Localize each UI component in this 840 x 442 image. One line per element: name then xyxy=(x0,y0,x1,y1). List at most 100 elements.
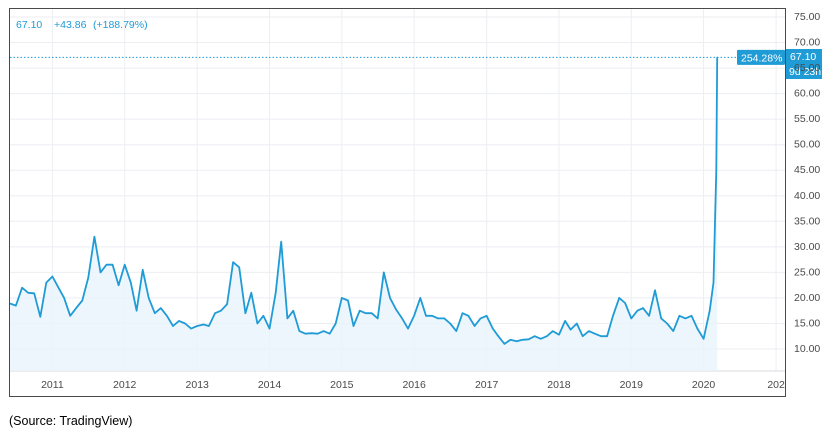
area-fill xyxy=(10,57,718,372)
y-axis: 10.00 15.00 20.00 25.00 30.00 35.00 40.00 45.00… xyxy=(794,11,820,355)
data-point xyxy=(21,287,23,289)
data-point xyxy=(93,236,95,238)
y-tick-label: 55.00 xyxy=(794,113,820,125)
data-point xyxy=(15,305,17,307)
data-point xyxy=(582,335,584,337)
data-point xyxy=(39,316,41,318)
data-point xyxy=(148,297,150,299)
data-point xyxy=(256,322,258,325)
data-point xyxy=(75,307,77,309)
percent-badge xyxy=(737,49,785,65)
percent-badge-label: 254.28% xyxy=(741,52,782,64)
data-point xyxy=(474,325,476,327)
data-point xyxy=(712,282,715,284)
data-point xyxy=(425,315,427,317)
data-point xyxy=(437,317,439,319)
data-point xyxy=(371,312,373,314)
y-tick-label: 60.00 xyxy=(794,88,820,100)
data-point xyxy=(558,334,560,336)
price-badges: 254.28% xyxy=(737,49,785,65)
data-point xyxy=(509,339,511,341)
data-point xyxy=(612,315,614,317)
data-point xyxy=(576,322,578,325)
data-point xyxy=(166,315,168,317)
x-tick-label: 2016 xyxy=(402,379,426,391)
y-tick-label: 30.00 xyxy=(794,241,820,253)
x-tick-label: 2017 xyxy=(475,379,499,391)
data-point xyxy=(202,323,204,326)
data-point xyxy=(642,307,644,309)
data-point xyxy=(672,330,674,332)
data-point xyxy=(648,315,650,317)
data-point xyxy=(190,328,192,330)
data-point xyxy=(389,297,391,299)
data-point xyxy=(636,310,639,312)
y-tick-label: 35.00 xyxy=(794,215,820,227)
last-price-badge-label: 67.10 xyxy=(790,51,816,63)
data-point xyxy=(600,335,602,337)
data-point xyxy=(232,261,234,263)
data-point xyxy=(341,297,343,299)
data-point xyxy=(365,312,367,314)
x-tick-label: 2015 xyxy=(330,379,354,391)
data-point xyxy=(323,330,325,332)
data-point xyxy=(696,328,699,330)
data-point xyxy=(136,310,138,312)
data-point xyxy=(546,335,548,337)
data-point xyxy=(154,312,156,314)
data-point xyxy=(196,325,198,327)
data-point xyxy=(10,302,11,305)
x-tick-label: 2014 xyxy=(258,379,282,391)
data-point xyxy=(87,276,89,279)
data-point xyxy=(262,315,264,317)
data-point xyxy=(383,271,385,273)
data-point xyxy=(401,317,403,319)
x-tick-label: 2020 xyxy=(692,379,716,391)
data-point xyxy=(479,317,482,319)
x-axis-ticks: 2011 2012 2013 2014 2015 2016 2017 2018 2019 2020… xyxy=(41,379,785,391)
x-tick-label: 202 xyxy=(767,379,785,391)
data-point xyxy=(244,312,246,314)
data-point xyxy=(69,315,71,317)
data-point xyxy=(377,317,379,319)
data-point xyxy=(130,282,132,284)
data-point xyxy=(172,325,174,327)
grid-lines xyxy=(10,9,785,372)
data-point xyxy=(81,299,83,302)
data-point xyxy=(268,328,271,330)
data-point xyxy=(654,289,656,291)
data-point xyxy=(703,338,705,340)
data-point xyxy=(63,297,65,299)
data-point xyxy=(142,269,144,271)
y-tick-label: 70.00 xyxy=(794,37,820,49)
data-point xyxy=(105,264,108,266)
x-tick-label: 2011 xyxy=(41,379,64,391)
data-point xyxy=(33,292,35,294)
x-tick-label: 2013 xyxy=(186,379,210,391)
data-point xyxy=(286,317,288,319)
data-point xyxy=(27,292,29,294)
data-point xyxy=(298,330,300,332)
data-point xyxy=(528,338,530,340)
data-point xyxy=(329,333,331,335)
price-chart: 2011 2012 2013 2014 2015 2016 2017 2018 2019 2020… xyxy=(10,9,785,391)
y-tick-label: 50.00 xyxy=(794,139,820,151)
data-point xyxy=(99,271,102,273)
data-point xyxy=(618,297,620,299)
data-point xyxy=(570,329,572,331)
data-point xyxy=(395,308,397,310)
data-point xyxy=(51,275,54,278)
data-point xyxy=(552,330,554,332)
data-point xyxy=(160,307,162,309)
data-point xyxy=(335,322,337,325)
data-point xyxy=(359,310,361,312)
data-point xyxy=(124,264,126,266)
data-point xyxy=(45,282,47,284)
x-tick-label: 2018 xyxy=(547,379,571,391)
data-point xyxy=(118,284,120,286)
data-point xyxy=(709,310,711,312)
data-point xyxy=(684,317,687,319)
x-tick-label: 2012 xyxy=(113,379,137,391)
data-point xyxy=(594,333,596,335)
y-tick-label: 75.00 xyxy=(794,11,820,23)
